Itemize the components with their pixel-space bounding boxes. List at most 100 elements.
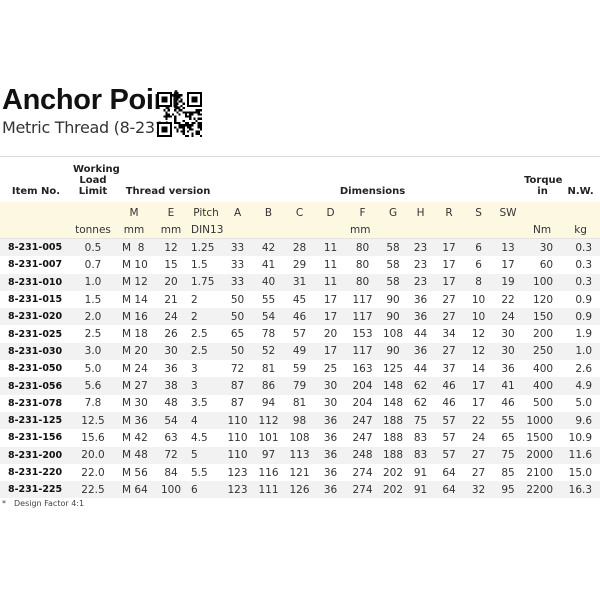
cell-e: 20	[154, 273, 188, 291]
unit-pitch: DIN13	[188, 222, 223, 239]
header-torque: Torque in	[523, 157, 562, 203]
cell-item-no: 8-231-156	[8, 432, 63, 444]
sub-header-cell	[72, 202, 114, 222]
cell-d: 11	[315, 238, 347, 257]
cell-h: 44	[413, 362, 428, 375]
cell-d: 36	[315, 481, 347, 499]
cell-f: 247	[352, 431, 373, 444]
sub-header-cell: G	[379, 202, 408, 222]
cell-e: 84	[164, 466, 178, 479]
cell-torque: 1500	[526, 431, 554, 444]
cell-torque: 150	[523, 308, 562, 326]
cell-h: 62	[413, 397, 428, 410]
cell-a: 50	[230, 293, 245, 306]
cell-e: 26	[164, 328, 178, 341]
table-body: 8-231-005 0.5 M 8 12 1.25 33 42 28 11 80 58 23 17 6 13…	[0, 238, 600, 499]
cell-e: 100	[154, 481, 188, 499]
cell-d: 11	[315, 273, 347, 291]
cell-e: 63	[164, 431, 178, 444]
cell-c: 31	[284, 273, 316, 291]
cell-h: 83	[407, 446, 435, 464]
unit-torque: Nm	[523, 222, 562, 239]
cell-h: 23	[413, 258, 428, 271]
cell-sw: 24	[493, 308, 524, 326]
cell-r: 46	[434, 377, 465, 395]
cell-g: 58	[379, 238, 408, 257]
cell-h: 36	[407, 308, 435, 326]
header-thread-version: Thread version	[125, 186, 211, 197]
cell-d: 36	[315, 411, 347, 430]
sub-header-cell: S	[464, 202, 494, 222]
sub-header-cell: Pitch	[188, 202, 223, 222]
cell-f: 163	[352, 362, 373, 375]
unit-item	[0, 222, 72, 239]
cell-a: 87	[230, 397, 245, 410]
cell-a: 110	[227, 431, 248, 444]
cell-b: 55	[261, 293, 276, 306]
cell-r: 17	[434, 238, 465, 257]
unit-nw: kg	[561, 222, 600, 239]
sub-header-cell	[0, 202, 72, 222]
cell-s: 17	[464, 377, 494, 395]
cell-b: 94	[261, 397, 276, 410]
cell-c: 46	[284, 308, 316, 326]
cell-thread-m: M 48	[114, 446, 154, 464]
sub-header-cell: C	[284, 202, 316, 222]
cell-wll: 22.5	[72, 481, 114, 499]
sub-header-cell	[523, 202, 562, 222]
cell-item-no: 8-231-020	[0, 308, 72, 326]
cell-a: 110	[222, 411, 254, 430]
cell-wll: 5.0	[84, 362, 102, 375]
cell-torque: 100	[523, 273, 562, 291]
cell-g: 202	[379, 481, 408, 499]
cell-d: 17	[323, 293, 338, 306]
cell-a: 65	[230, 328, 245, 341]
cell-sw: 41	[493, 377, 524, 395]
cell-sw: 36	[501, 362, 515, 375]
cell-g: 58	[379, 273, 408, 291]
cell-pitch: 1.5	[191, 258, 208, 271]
cell-s: 24	[471, 431, 486, 444]
cell-torque: 400	[533, 362, 554, 375]
cell-pitch: 5.5	[191, 466, 208, 479]
cell-f: 80	[346, 238, 380, 257]
units-row: tonnes mm mm DIN13 mm Nm kg	[0, 222, 600, 239]
cell-sw: 46	[501, 397, 515, 410]
cell-sw: 13	[493, 238, 524, 257]
cell-f: 80	[346, 273, 380, 291]
cell-sw: 85	[501, 466, 515, 479]
cell-torque: 2100	[526, 466, 554, 479]
cell-a: 87	[222, 377, 254, 395]
cell-f: 248	[346, 446, 380, 464]
cell-b: 111	[253, 481, 285, 499]
cell-r: 57	[434, 411, 465, 430]
sub-header-cell: R	[434, 202, 465, 222]
cell-sw: 30	[493, 342, 524, 361]
cell-thread-m: M 36	[114, 411, 154, 430]
sub-header-cell: SW	[493, 202, 524, 222]
cell-f: 117	[346, 342, 380, 361]
cell-g: 188	[383, 431, 404, 444]
cell-h: 23	[407, 238, 435, 257]
cell-b: 41	[261, 258, 276, 271]
cell-b: 54	[253, 308, 285, 326]
cell-item-no: 8-231-078	[8, 397, 63, 409]
cell-e: 48	[164, 397, 178, 410]
cell-b: 81	[261, 362, 276, 375]
cell-a: 72	[230, 362, 245, 375]
cell-thread-m: M 42	[122, 431, 148, 444]
cell-r: 17	[434, 273, 465, 291]
table-row: 8-231-050 5.0 M 24 36 3 72 81 59 25 163 125 44 37 14 3…	[0, 360, 600, 377]
cell-nw: 11.6	[561, 446, 600, 464]
cell-s: 22	[464, 411, 494, 430]
cell-e: 36	[164, 362, 178, 375]
cell-g: 90	[379, 308, 408, 326]
cell-item-no: 8-231-056	[0, 377, 72, 395]
footnote-marker: *	[2, 499, 6, 508]
cell-thread-m: M 12	[114, 273, 154, 291]
cell-a: 33	[230, 258, 245, 271]
cell-f: 153	[352, 328, 373, 341]
cell-item-no: 8-231-225	[0, 481, 72, 499]
cell-pitch: 4	[188, 411, 223, 430]
cell-item-no: 8-231-005	[0, 238, 72, 257]
